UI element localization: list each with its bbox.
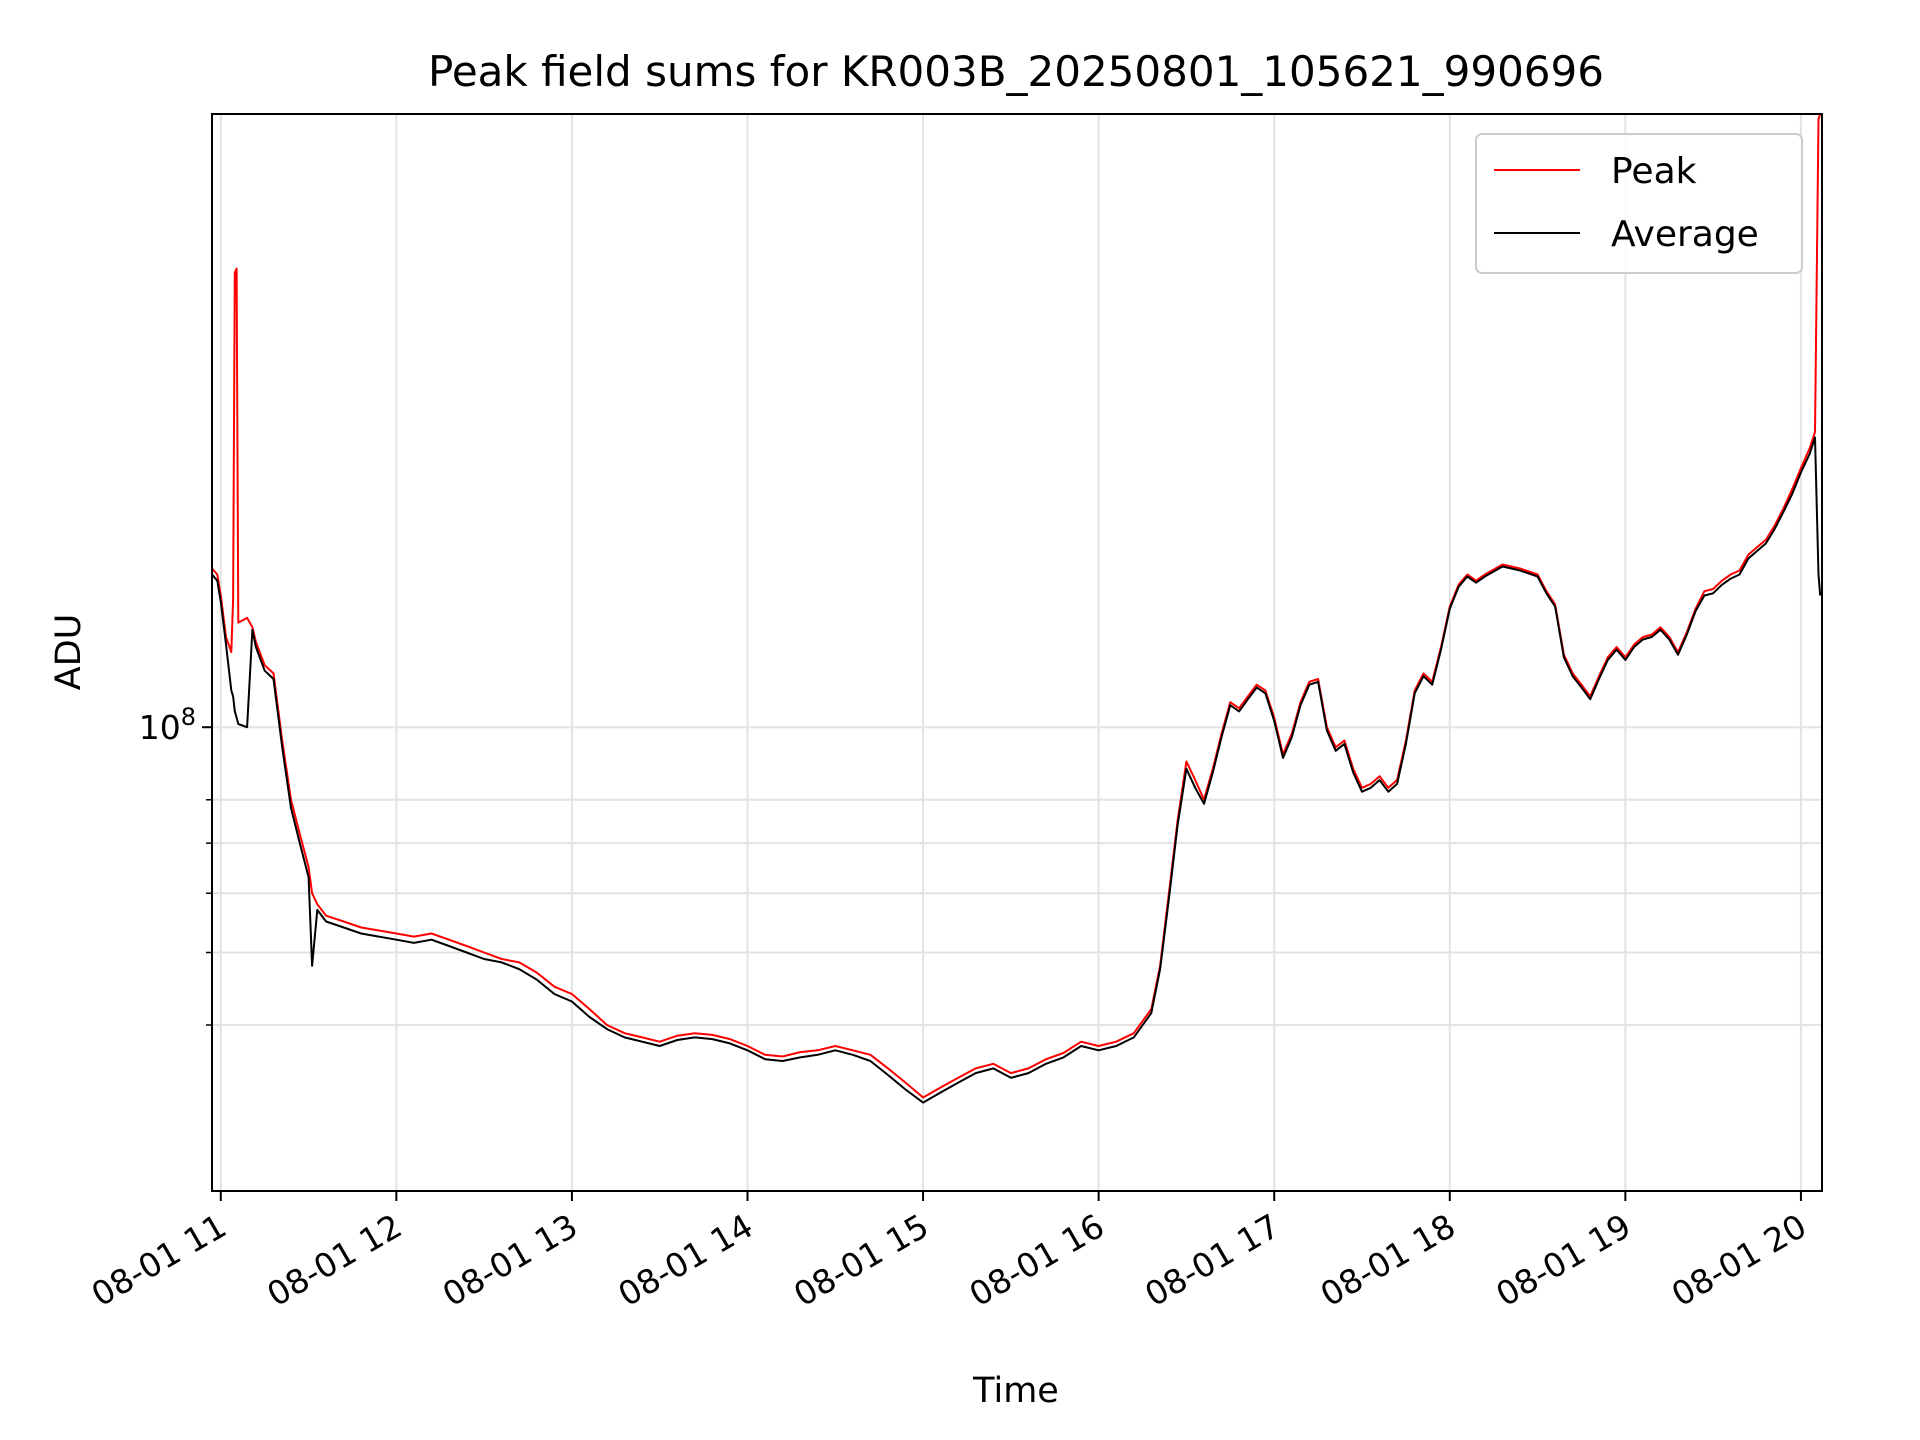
legend-box — [1475, 133, 1803, 274]
grid — [212, 114, 1822, 1191]
series-line-average — [211, 436, 1822, 1104]
chart-title: Peak field sums for KR003B_20250801_1056… — [428, 47, 1604, 96]
y-tick-label: 108 — [139, 703, 196, 747]
series-layer — [211, 113, 1822, 1104]
plot-frame — [211, 113, 1823, 1192]
legend-average-label: Average — [1611, 214, 1759, 255]
x-axis-label: Time — [972, 1371, 1059, 1411]
legend: Peak Average — [1475, 133, 1803, 274]
series-line-peak — [211, 113, 1822, 1099]
legend-peak-label: Peak — [1611, 151, 1697, 192]
y-axis-label: ADU — [49, 614, 89, 691]
